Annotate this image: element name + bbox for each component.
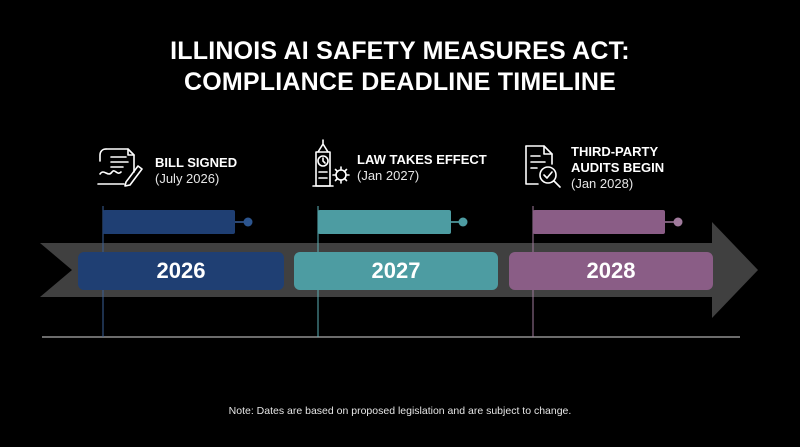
- milestone-name-line-1: THIRD-PARTY: [571, 144, 659, 159]
- milestone-name-line-2: AUDITS BEGIN: [571, 160, 665, 175]
- year-label: 2026: [156, 258, 206, 283]
- audit-checklist-magnifier-icon: [522, 144, 564, 195]
- duration-bar-2028: [533, 210, 665, 234]
- title-line-2: COMPLIANCE DEADLINE TIMELINE: [184, 68, 616, 96]
- page-title: ILLINOIS AI SAFETY MEASURES ACT: COMPLIA…: [0, 36, 800, 98]
- year-label: 2028: [586, 258, 636, 283]
- year-box-2026: 2026: [78, 252, 284, 290]
- milestone-date: (July 2026): [155, 171, 220, 186]
- milestone-date: (Jan 2028): [571, 176, 634, 191]
- milestone-name: BILL SIGNED: [155, 155, 238, 170]
- duration-bar-2026: [103, 210, 235, 234]
- duration-bar-2027: [318, 210, 451, 234]
- year-box-2027: 2027: [294, 252, 498, 290]
- footnote: Note: Dates are based on proposed legisl…: [228, 405, 572, 417]
- signed-document-icon: [96, 146, 146, 193]
- year-box-2028: 2028: [509, 252, 713, 290]
- title-line-1: ILLINOIS AI SAFETY MEASURES ACT:: [170, 37, 630, 65]
- bar-end-dot-2028: [673, 217, 683, 227]
- bar-end-dot-2026: [243, 217, 253, 227]
- clock-tower-gear-icon: [310, 138, 352, 195]
- milestone-date: (Jan 2027): [357, 168, 420, 183]
- milestone-name: LAW TAKES EFFECT: [357, 152, 487, 167]
- year-label: 2027: [371, 258, 421, 283]
- bar-end-dot-2027: [458, 217, 468, 227]
